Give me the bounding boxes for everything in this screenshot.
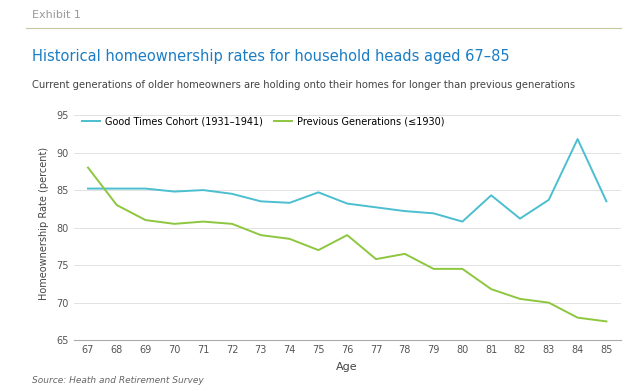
Text: Current generations of older homeowners are holding onto their homes for longer : Current generations of older homeowners …: [32, 80, 575, 90]
Text: Exhibit 1: Exhibit 1: [32, 10, 81, 20]
Text: Source: Heath and Retirement Survey: Source: Heath and Retirement Survey: [32, 376, 204, 385]
Text: Historical homeownership rates for household heads aged 67–85: Historical homeownership rates for house…: [32, 49, 509, 64]
X-axis label: Age: Age: [337, 362, 358, 372]
Legend: Good Times Cohort (1931–1941), Previous Generations (≤1930): Good Times Cohort (1931–1941), Previous …: [79, 112, 448, 130]
Y-axis label: Homeownership Rate (percent): Homeownership Rate (percent): [39, 147, 49, 300]
